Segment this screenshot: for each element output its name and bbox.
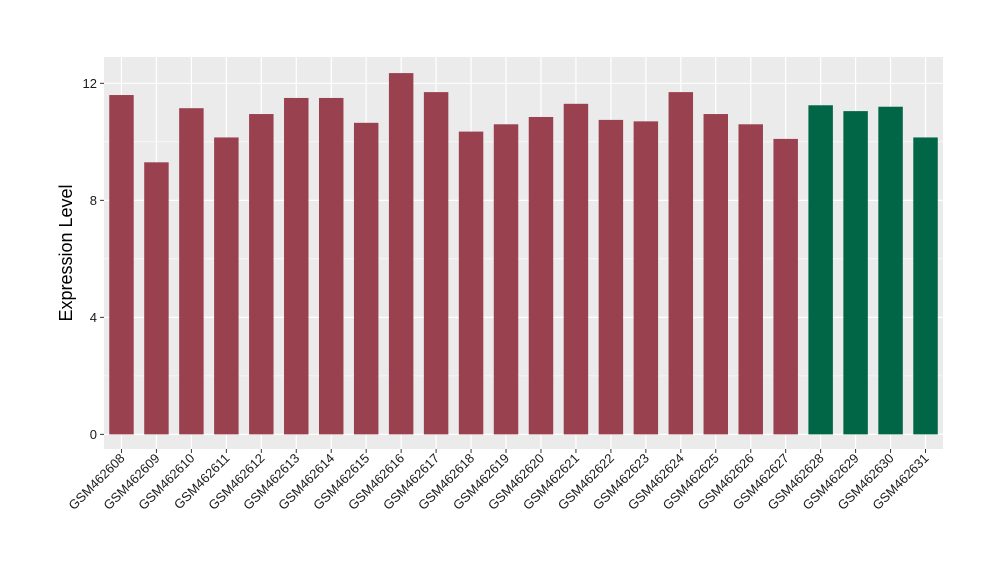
bar-GSM462620	[528, 116, 554, 435]
minor-gridlines	[104, 141, 943, 377]
bar-GSM462629	[843, 111, 868, 435]
bar-GSM462611	[214, 137, 239, 435]
bar-GSM462624	[668, 92, 694, 435]
bar-GSM462609	[144, 162, 169, 435]
bar-GSM462622	[598, 119, 624, 435]
bar-GSM462614	[318, 97, 344, 435]
y-tick-label: 4	[90, 310, 97, 325]
plot-panel	[104, 57, 943, 449]
bar-GSM462610	[179, 108, 204, 435]
bar-GSM462612	[249, 114, 274, 435]
x-axis: GSM462608GSM462609GSM462610GSM462611GSM4…	[65, 449, 932, 513]
bar-GSM462613	[284, 97, 309, 435]
y-tick-label: 8	[90, 193, 97, 208]
bar-GSM462619	[493, 124, 519, 435]
y-axis: 0 4 8 12	[83, 76, 104, 442]
bar-GSM462628	[808, 105, 833, 435]
bar-GSM462630	[878, 106, 903, 435]
y-tick-label: 12	[83, 76, 97, 91]
bar-GSM462615	[353, 122, 379, 435]
y-axis-title: Expression Level	[56, 184, 76, 321]
bar-GSM462631	[913, 137, 938, 435]
bar-GSM462617	[423, 92, 449, 435]
bar-GSM462618	[458, 131, 484, 435]
bar-GSM462627	[773, 138, 798, 435]
bar-GSM462608	[109, 95, 134, 435]
bar-GSM462623	[633, 121, 659, 435]
bars-group	[109, 73, 938, 435]
bar-GSM462626	[738, 124, 763, 435]
bar-GSM462621	[563, 103, 589, 435]
bar-GSM462625	[703, 114, 729, 435]
y-tick-label: 0	[90, 427, 97, 442]
bar-GSM462616	[388, 73, 414, 435]
